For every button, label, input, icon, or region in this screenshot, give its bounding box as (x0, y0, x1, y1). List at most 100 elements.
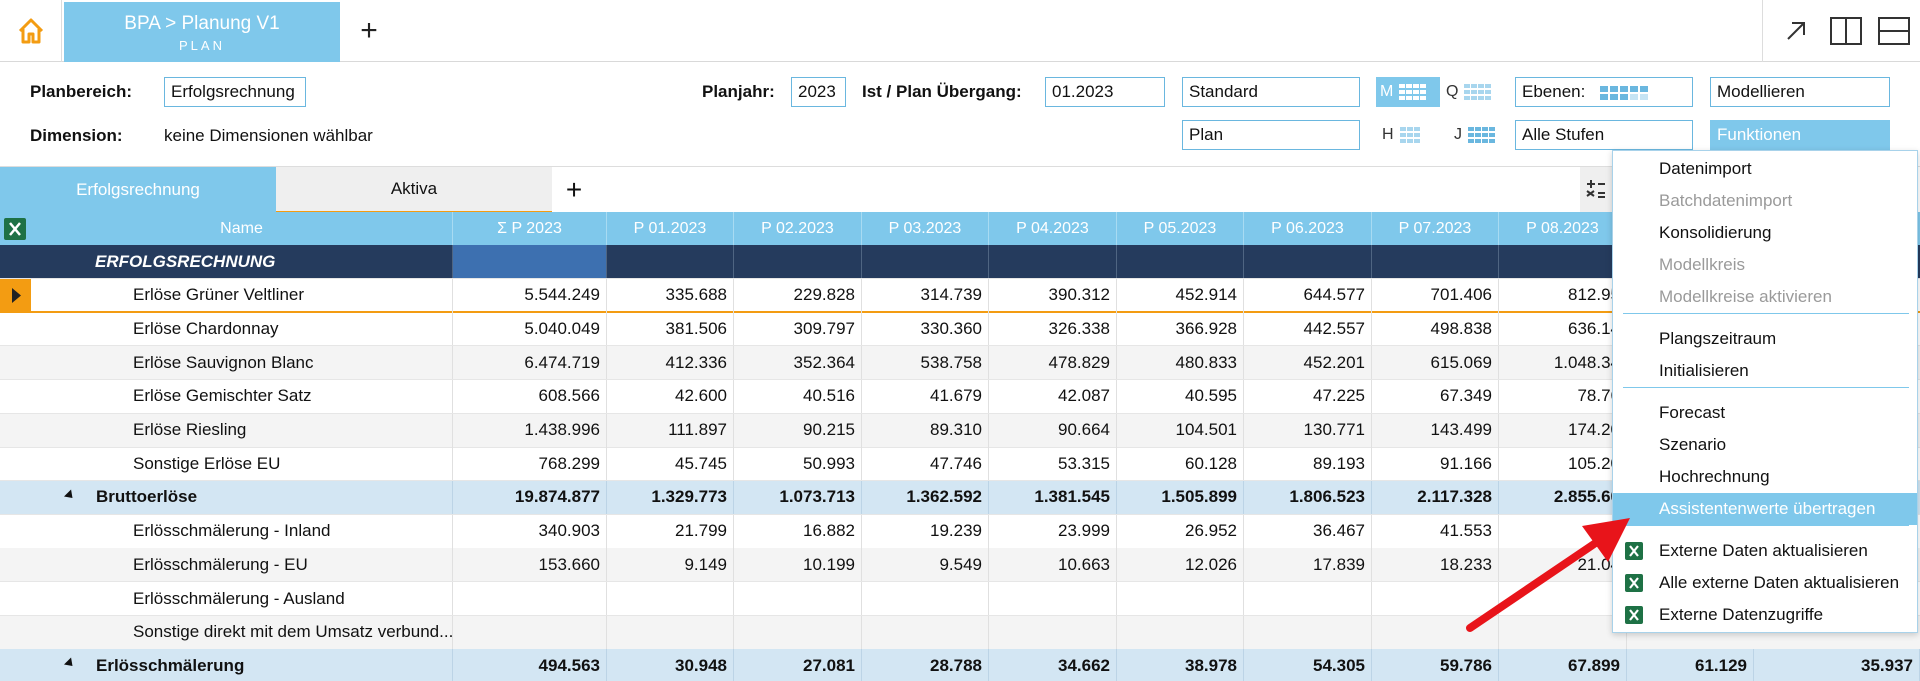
row-selector[interactable] (0, 278, 31, 312)
value-cell[interactable]: 480.833 (1117, 346, 1244, 380)
row-name-cell[interactable]: ERFOLGSRECHNUNG (31, 245, 453, 278)
row-name-cell[interactable]: Erlöse Chardonnay (31, 312, 453, 346)
value-cell[interactable]: 636.14 (1499, 312, 1627, 346)
value-cell[interactable]: 12.026 (1117, 548, 1244, 582)
value-cell[interactable]: 41.553 (1372, 514, 1499, 548)
split-horizontal-icon[interactable] (1877, 14, 1911, 48)
menu-item-forecast[interactable]: Forecast (1613, 397, 1917, 429)
row-selector[interactable] (0, 616, 31, 649)
value-cell[interactable]: 615.069 (1372, 346, 1499, 380)
table-row[interactable]: Erlösschmälerung - Ausland (0, 582, 1920, 616)
value-cell[interactable]: 174.20 (1499, 413, 1627, 447)
excel-export-button[interactable] (4, 218, 26, 240)
column-header-p07[interactable]: P 07.2023 (1372, 212, 1499, 245)
value-cell[interactable]: 478.829 (989, 346, 1117, 380)
value-cell[interactable]: 4 (1499, 514, 1627, 548)
menu-item-hochrechnung[interactable]: Hochrechnung (1613, 461, 1917, 493)
row-selector[interactable] (0, 245, 31, 278)
value-cell[interactable] (1244, 245, 1372, 278)
value-cell[interactable]: 452.914 (1117, 278, 1244, 312)
value-cell[interactable]: 23.999 (989, 514, 1117, 548)
value-cell[interactable]: 390.312 (989, 278, 1117, 312)
value-cell[interactable]: 9.549 (862, 548, 989, 582)
value-cell[interactable]: 111.897 (607, 413, 734, 447)
row-selector[interactable] (0, 312, 31, 345)
row-selector[interactable] (0, 481, 31, 514)
column-header-p03[interactable]: P 03.2023 (862, 212, 989, 245)
value-cell[interactable]: 768.299 (453, 447, 607, 481)
row-name-cell[interactable]: Erlösschmälerung - Ausland (31, 582, 453, 615)
table-row[interactable]: Sonstige direkt mit dem Umsatz verbund..… (0, 615, 1920, 650)
column-header-p04[interactable]: P 04.2023 (989, 212, 1117, 245)
value-cell[interactable]: 608.566 (453, 379, 607, 413)
value-cell[interactable]: 26.952 (1117, 514, 1244, 548)
value-cell[interactable]: 89.193 (1244, 447, 1372, 481)
value-cell[interactable] (607, 615, 734, 649)
value-cell[interactable] (862, 615, 989, 649)
row-selector[interactable] (0, 447, 31, 480)
value-cell[interactable]: 91.166 (1372, 447, 1499, 481)
tab-erfolgsrechnung[interactable]: Erfolgsrechnung (0, 167, 276, 213)
value-cell[interactable]: 21.04 (1499, 548, 1627, 582)
value-cell[interactable]: 10.199 (734, 548, 862, 582)
row-selector[interactable] (0, 346, 31, 379)
row-selector[interactable] (0, 380, 31, 413)
value-cell[interactable] (734, 615, 862, 649)
value-cell[interactable]: 229.828 (734, 278, 862, 312)
value-cell[interactable]: 89.310 (862, 413, 989, 447)
value-cell[interactable]: 1.329.773 (607, 480, 734, 514)
mode-quarter-toggle[interactable]: Q (1446, 77, 1504, 107)
menu-item-konsolidierung[interactable]: Konsolidierung (1613, 217, 1917, 249)
value-cell[interactable] (989, 615, 1117, 649)
row-name-cell[interactable]: Erlöse Gemischter Satz (31, 379, 453, 413)
value-cell[interactable]: 6.474.719 (453, 346, 607, 380)
value-cell[interactable]: 1.806.523 (1244, 480, 1372, 514)
value-cell[interactable] (1117, 582, 1244, 615)
value-cell[interactable] (862, 245, 989, 278)
value-cell[interactable]: 314.739 (862, 278, 989, 312)
value-cell[interactable]: 45.745 (607, 447, 734, 481)
value-cell[interactable] (607, 245, 734, 278)
value-cell[interactable]: 105.20 (1499, 447, 1627, 481)
ist-plan-field[interactable]: 01.2023 (1045, 77, 1165, 107)
value-cell[interactable]: 9.149 (607, 548, 734, 582)
home-button[interactable] (0, 0, 62, 62)
row-name-cell[interactable]: Erlöse Riesling (31, 413, 453, 447)
row-selector[interactable] (0, 582, 31, 615)
value-cell[interactable]: 54.305 (1244, 649, 1372, 681)
value-cell[interactable]: 644.577 (1244, 278, 1372, 312)
table-row[interactable]: Erlöse Sauvignon Blanc 6.474.719 412.336 35… (0, 346, 1920, 381)
value-cell[interactable] (1372, 582, 1499, 615)
row-name-cell[interactable]: Erlösschmälerung - Inland (31, 514, 453, 548)
split-vertical-icon[interactable] (1829, 14, 1863, 48)
row-name-cell[interactable]: Erlösschmälerung (31, 649, 453, 681)
column-header-p05[interactable]: P 05.2023 (1117, 212, 1244, 245)
add-tab-button[interactable]: + (360, 14, 378, 47)
standard-select[interactable]: Standard (1182, 77, 1360, 107)
value-cell[interactable] (1499, 245, 1627, 278)
value-cell[interactable] (607, 582, 734, 615)
value-cell[interactable] (1244, 582, 1372, 615)
value-cell[interactable] (862, 582, 989, 615)
planjahr-field[interactable]: 2023 (791, 77, 846, 107)
column-header-p02[interactable]: P 02.2023 (734, 212, 862, 245)
column-header-p08[interactable]: P 08.2023 (1499, 212, 1627, 245)
stufen-select[interactable]: Alle Stufen (1515, 120, 1693, 150)
table-row[interactable]: Sonstige Erlöse EU 768.299 45.745 50.993 47.… (0, 447, 1920, 482)
plan-select[interactable]: Plan (1182, 120, 1360, 150)
value-cell[interactable] (1372, 615, 1499, 649)
value-cell[interactable]: 16.882 (734, 514, 862, 548)
value-cell[interactable]: 36.467 (1244, 514, 1372, 548)
row-name-cell[interactable]: Erlösschmälerung - EU (31, 548, 453, 582)
value-cell[interactable]: 47.225 (1244, 379, 1372, 413)
value-cell[interactable] (1499, 615, 1627, 649)
value-cell[interactable]: 1.048.34 (1499, 346, 1627, 380)
value-cell[interactable] (453, 615, 607, 649)
value-cell[interactable]: 30.948 (607, 649, 734, 681)
value-cell[interactable]: 1.505.899 (1117, 480, 1244, 514)
collapse-triangle-icon[interactable] (63, 657, 77, 670)
row-name-cell[interactable]: Erlöse Grüner Veltliner (31, 278, 453, 312)
table-row[interactable]: Erlöse Chardonnay 5.040.049 381.506 309.797… (0, 312, 1920, 347)
value-cell[interactable]: 17.839 (1244, 548, 1372, 582)
value-cell[interactable]: 53.315 (989, 447, 1117, 481)
